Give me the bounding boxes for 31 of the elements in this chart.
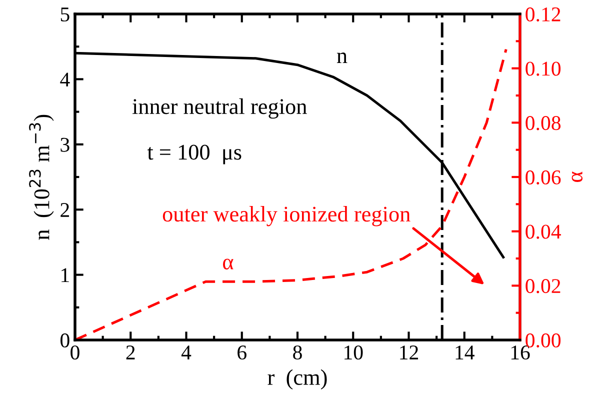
series-label: n [336,52,348,64]
y2-tick-label: 0.12 [526,7,560,22]
y-tick-label: 5 [60,8,70,22]
y-tick-label: 0 [60,333,70,348]
y2-axis-title: α [572,172,583,182]
y2-tick-label: 0.02 [526,279,560,294]
y-tick-label: 4 [60,72,70,86]
x-tick-label: 8 [293,345,302,360]
x-tick-label: 6 [238,346,246,360]
x-tick-label: 4 [181,346,192,360]
series-label: α [222,258,234,270]
x-axis-title: r (cm) [268,369,327,390]
annotation: inner neutral region [132,98,307,119]
x-tick-label: 12 [400,346,418,360]
y-axis-title: n (10$^{23}$ m$^{−3}$) [29,114,54,240]
y-tick-label: 1 [62,268,69,282]
annotation: outer weakly ionized region [162,206,410,226]
y-tick-label: 3 [60,138,70,152]
x-tick-label: 2 [126,346,135,360]
y2-tick-label: 0.00 [526,333,561,348]
x-tick-label: 16 [511,346,530,360]
annotation: t = 100 μs [147,144,242,164]
y2-tick-label: 0.08 [526,116,561,130]
line-series [75,48,508,340]
y2-tick-label: 0.10 [526,62,561,76]
y2-tick-label: 0.04 [526,224,561,239]
x-tick-label: 0 [70,345,80,360]
x-tick-label: 14 [456,346,474,360]
y-tick-label: 2 [60,203,69,217]
y2-tick-label: 0.06 [526,170,561,185]
x-tick-label: 10 [344,345,363,360]
